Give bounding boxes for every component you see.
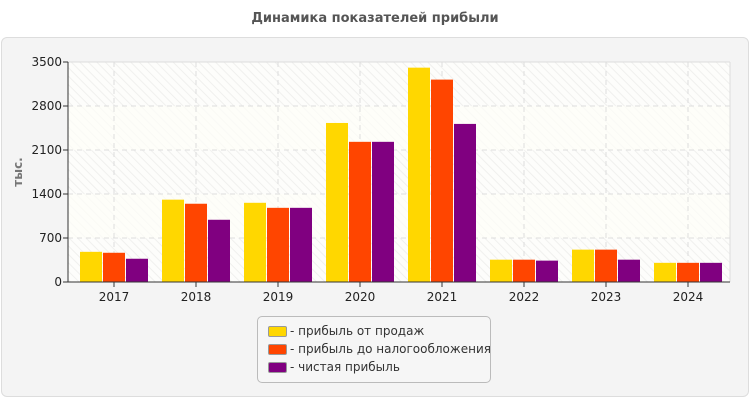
- bar-2017-1: [80, 251, 102, 282]
- x-tick-label: 2019: [263, 290, 294, 304]
- bar-2019-3: [290, 207, 312, 282]
- y-tick-label: 3500: [31, 55, 62, 69]
- y-tick-label: 2800: [31, 99, 62, 113]
- y-axis-label: тыс.: [11, 157, 25, 186]
- bar-2023-3: [618, 259, 640, 282]
- bar-2018-3: [208, 219, 230, 282]
- legend-label: - прибыль до налогообложения: [290, 342, 491, 356]
- bar-2018-2: [185, 203, 207, 282]
- plot-band: [68, 106, 730, 150]
- legend: - прибыль от продаж - прибыль до налогооб…: [257, 316, 491, 383]
- legend-item: - прибыль от продаж: [268, 324, 424, 338]
- x-tick-label: 2024: [673, 290, 704, 304]
- bar-2020-2: [349, 141, 371, 282]
- y-tick-label: 1400: [31, 187, 62, 201]
- bar-2019-1: [244, 202, 266, 282]
- bar-2022-3: [536, 260, 558, 282]
- legend-item: - чистая прибыль: [268, 360, 400, 374]
- bar-2021-1: [408, 67, 430, 283]
- x-tick-label: 2020: [345, 290, 376, 304]
- legend-label: - чистая прибыль: [290, 360, 400, 374]
- bar-2022-2: [513, 259, 535, 282]
- legend-item: - прибыль до налогообложения: [268, 342, 491, 356]
- legend-swatch: [268, 325, 287, 337]
- bar-2024-2: [677, 262, 699, 282]
- legend-swatch: [268, 343, 287, 355]
- bar-2017-3: [126, 258, 148, 282]
- bar-2017-2: [103, 252, 125, 282]
- bar-2018-1: [162, 199, 184, 282]
- x-tick-label: 2023: [591, 290, 622, 304]
- bar-2022-1: [490, 259, 512, 282]
- x-tick-label: 2018: [181, 290, 212, 304]
- y-tick-label: 700: [39, 231, 62, 245]
- y-tick-label: 0: [54, 275, 62, 289]
- y-tick-label: 2100: [31, 143, 62, 157]
- bar-2024-1: [654, 262, 676, 282]
- bar-2024-3: [700, 262, 722, 282]
- bar-2021-3: [454, 123, 476, 283]
- x-tick-label: 2022: [509, 290, 540, 304]
- bar-2023-2: [595, 249, 617, 282]
- bar-2023-1: [572, 249, 594, 282]
- bar-2019-2: [267, 207, 289, 282]
- legend-swatch: [268, 361, 287, 373]
- x-tick-label: 2021: [427, 290, 458, 304]
- x-tick-label: 2017: [99, 290, 130, 304]
- legend-label: - прибыль от продаж: [290, 324, 425, 338]
- bar-2020-1: [326, 122, 348, 282]
- bar-2020-3: [372, 141, 394, 282]
- chart-title: Динамика показателей прибыли: [251, 11, 499, 26]
- bar-2021-2: [431, 79, 453, 282]
